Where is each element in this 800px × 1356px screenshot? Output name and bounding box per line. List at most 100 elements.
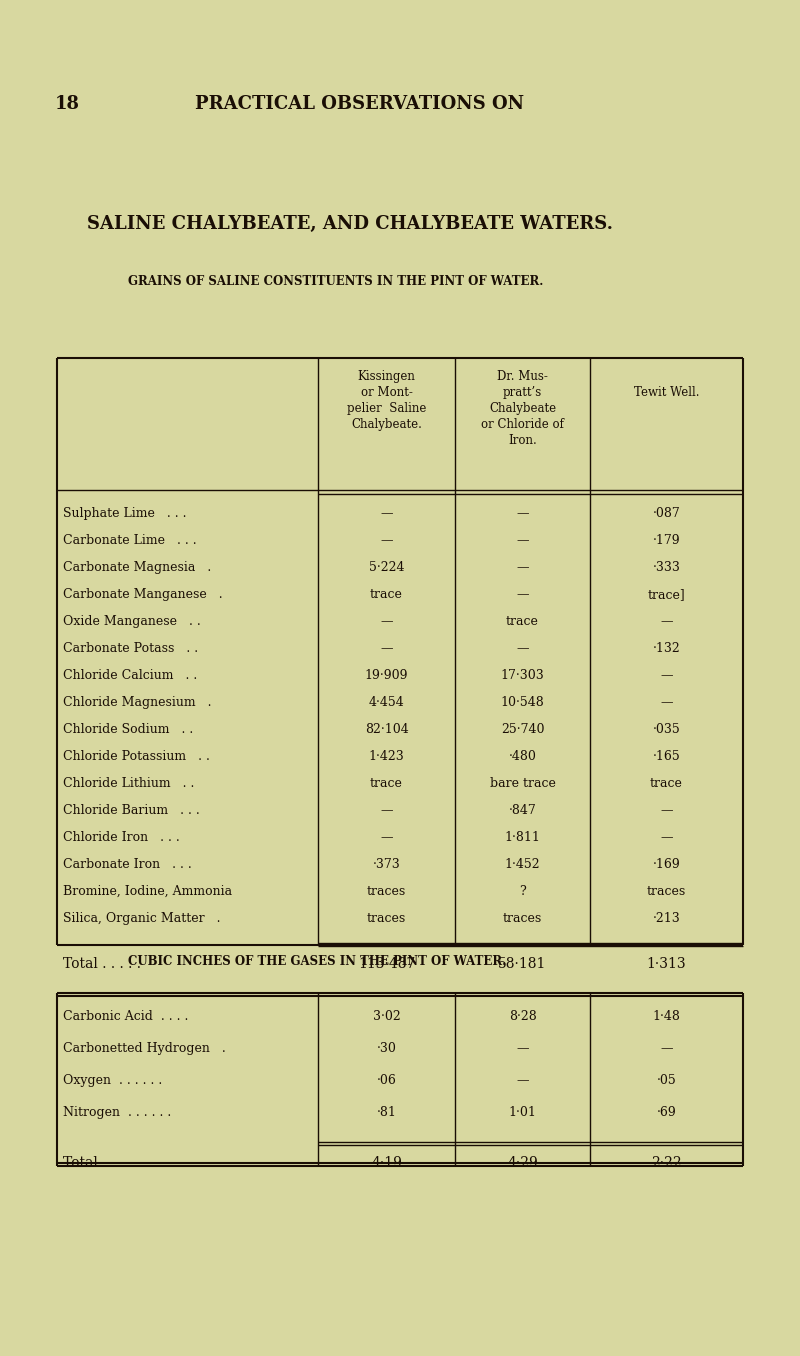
Text: —: — xyxy=(660,831,673,843)
Text: traces: traces xyxy=(647,885,686,898)
Text: ·179: ·179 xyxy=(653,534,680,546)
Text: PRACTICAL OBSERVATIONS ON: PRACTICAL OBSERVATIONS ON xyxy=(195,95,524,113)
Text: 17·303: 17·303 xyxy=(501,669,544,682)
Text: 1·48: 1·48 xyxy=(653,1010,681,1022)
Text: Carbonate Potass   . .: Carbonate Potass . . xyxy=(63,641,198,655)
Text: ·132: ·132 xyxy=(653,641,680,655)
Text: or Mont-: or Mont- xyxy=(361,386,413,399)
Text: Chloride Lithium   . .: Chloride Lithium . . xyxy=(63,777,194,791)
Text: 5·224: 5·224 xyxy=(369,561,404,574)
Text: 1·423: 1·423 xyxy=(369,750,404,763)
Text: Tewit Well.: Tewit Well. xyxy=(634,386,699,399)
Text: —: — xyxy=(660,696,673,709)
Text: —: — xyxy=(516,561,529,574)
Text: Bromine, Iodine, Ammonia: Bromine, Iodine, Ammonia xyxy=(63,885,232,898)
Text: Chalybeate: Chalybeate xyxy=(489,401,556,415)
Text: trace: trace xyxy=(506,616,539,628)
Text: —: — xyxy=(660,804,673,818)
Text: —: — xyxy=(660,616,673,628)
Text: ·69: ·69 xyxy=(657,1106,676,1119)
Text: 10·548: 10·548 xyxy=(501,696,544,709)
Text: 1·811: 1·811 xyxy=(505,831,541,843)
Text: Chloride Magnesium   .: Chloride Magnesium . xyxy=(63,696,211,709)
Text: or Chloride of: or Chloride of xyxy=(481,418,564,431)
Text: ·213: ·213 xyxy=(653,913,680,925)
Text: —: — xyxy=(380,616,393,628)
Text: Chloride Potassium   . .: Chloride Potassium . . xyxy=(63,750,210,763)
Text: ·373: ·373 xyxy=(373,858,400,871)
Text: —: — xyxy=(380,641,393,655)
Text: Chloride Calcium   . .: Chloride Calcium . . xyxy=(63,669,198,682)
Text: 1·452: 1·452 xyxy=(505,858,540,871)
Text: ?: ? xyxy=(519,885,526,898)
Text: —: — xyxy=(516,589,529,601)
Text: Dr. Mus-: Dr. Mus- xyxy=(497,370,548,382)
Text: ·480: ·480 xyxy=(509,750,537,763)
Text: ·169: ·169 xyxy=(653,858,680,871)
Text: pratt’s: pratt’s xyxy=(503,386,542,399)
Text: —: — xyxy=(380,804,393,818)
Text: traces: traces xyxy=(367,913,406,925)
Text: traces: traces xyxy=(367,885,406,898)
Text: SALINE CHALYBEATE, AND CHALYBEATE WATERS.: SALINE CHALYBEATE, AND CHALYBEATE WATERS… xyxy=(87,216,613,233)
Text: 1·313: 1·313 xyxy=(646,957,686,971)
Text: ·333: ·333 xyxy=(653,561,681,574)
Text: ·035: ·035 xyxy=(653,723,680,736)
Text: 113·487: 113·487 xyxy=(358,957,415,971)
Text: ·30: ·30 xyxy=(377,1041,397,1055)
Text: ·81: ·81 xyxy=(377,1106,397,1119)
Text: 25·740: 25·740 xyxy=(501,723,544,736)
Text: —: — xyxy=(516,507,529,519)
Text: trace: trace xyxy=(370,777,403,791)
Text: Carbonic Acid  . . . .: Carbonic Acid . . . . xyxy=(63,1010,188,1022)
Text: —: — xyxy=(660,669,673,682)
Text: ·087: ·087 xyxy=(653,507,680,519)
Text: Nitrogen  . . . . . .: Nitrogen . . . . . . xyxy=(63,1106,171,1119)
Text: 1·01: 1·01 xyxy=(509,1106,537,1119)
Text: Silica, Organic Matter   .: Silica, Organic Matter . xyxy=(63,913,221,925)
Text: —: — xyxy=(380,507,393,519)
Text: ·847: ·847 xyxy=(509,804,536,818)
Text: Sulphate Lime   . . .: Sulphate Lime . . . xyxy=(63,507,186,519)
Text: bare trace: bare trace xyxy=(490,777,555,791)
Text: Chloride Sodium   . .: Chloride Sodium . . xyxy=(63,723,194,736)
Text: Oxide Manganese   . .: Oxide Manganese . . xyxy=(63,616,201,628)
Text: 19·909: 19·909 xyxy=(365,669,408,682)
Text: 4·454: 4·454 xyxy=(369,696,404,709)
Text: Chalybeate.: Chalybeate. xyxy=(351,418,422,431)
Text: Chloride Iron   . . .: Chloride Iron . . . xyxy=(63,831,180,843)
Text: ·06: ·06 xyxy=(377,1074,397,1088)
Text: Total . . . . .: Total . . . . . xyxy=(63,957,141,971)
Text: 2·22: 2·22 xyxy=(651,1157,682,1170)
Text: 4·29: 4·29 xyxy=(507,1157,538,1170)
Text: —: — xyxy=(516,641,529,655)
Text: Carbonate Manganese   .: Carbonate Manganese . xyxy=(63,589,222,601)
Text: 8·28: 8·28 xyxy=(509,1010,536,1022)
Text: Iron.: Iron. xyxy=(508,434,537,447)
Text: 4·19: 4·19 xyxy=(371,1157,402,1170)
Text: trace: trace xyxy=(370,589,403,601)
Text: Carbonate Lime   . . .: Carbonate Lime . . . xyxy=(63,534,197,546)
Text: —: — xyxy=(516,1041,529,1055)
Text: Carbonate Magnesia   .: Carbonate Magnesia . xyxy=(63,561,211,574)
Text: Carbonetted Hydrogen   .: Carbonetted Hydrogen . xyxy=(63,1041,226,1055)
Text: Oxygen  . . . . . .: Oxygen . . . . . . xyxy=(63,1074,162,1088)
Text: CUBIC INCHES OF THE GASES IN THE PINT OF WATER.: CUBIC INCHES OF THE GASES IN THE PINT OF… xyxy=(128,955,506,968)
Text: Carbonate Iron   . . .: Carbonate Iron . . . xyxy=(63,858,192,871)
Text: traces: traces xyxy=(503,913,542,925)
Text: —: — xyxy=(516,534,529,546)
Text: Kissingen: Kissingen xyxy=(358,370,415,382)
Text: trace: trace xyxy=(650,777,683,791)
Text: pelier  Saline: pelier Saline xyxy=(347,401,426,415)
Text: Total . . . . .: Total . . . . . xyxy=(63,1157,141,1170)
Text: —: — xyxy=(516,1074,529,1088)
Text: —: — xyxy=(380,534,393,546)
Text: —: — xyxy=(660,1041,673,1055)
Text: ·165: ·165 xyxy=(653,750,680,763)
Text: 58·181: 58·181 xyxy=(498,957,546,971)
Text: 18: 18 xyxy=(55,95,80,113)
Text: trace]: trace] xyxy=(648,589,686,601)
Text: GRAINS OF SALINE CONSTITUENTS IN THE PINT OF WATER.: GRAINS OF SALINE CONSTITUENTS IN THE PIN… xyxy=(128,275,543,287)
Text: Chloride Barium   . . .: Chloride Barium . . . xyxy=(63,804,200,818)
Text: 82·104: 82·104 xyxy=(365,723,408,736)
